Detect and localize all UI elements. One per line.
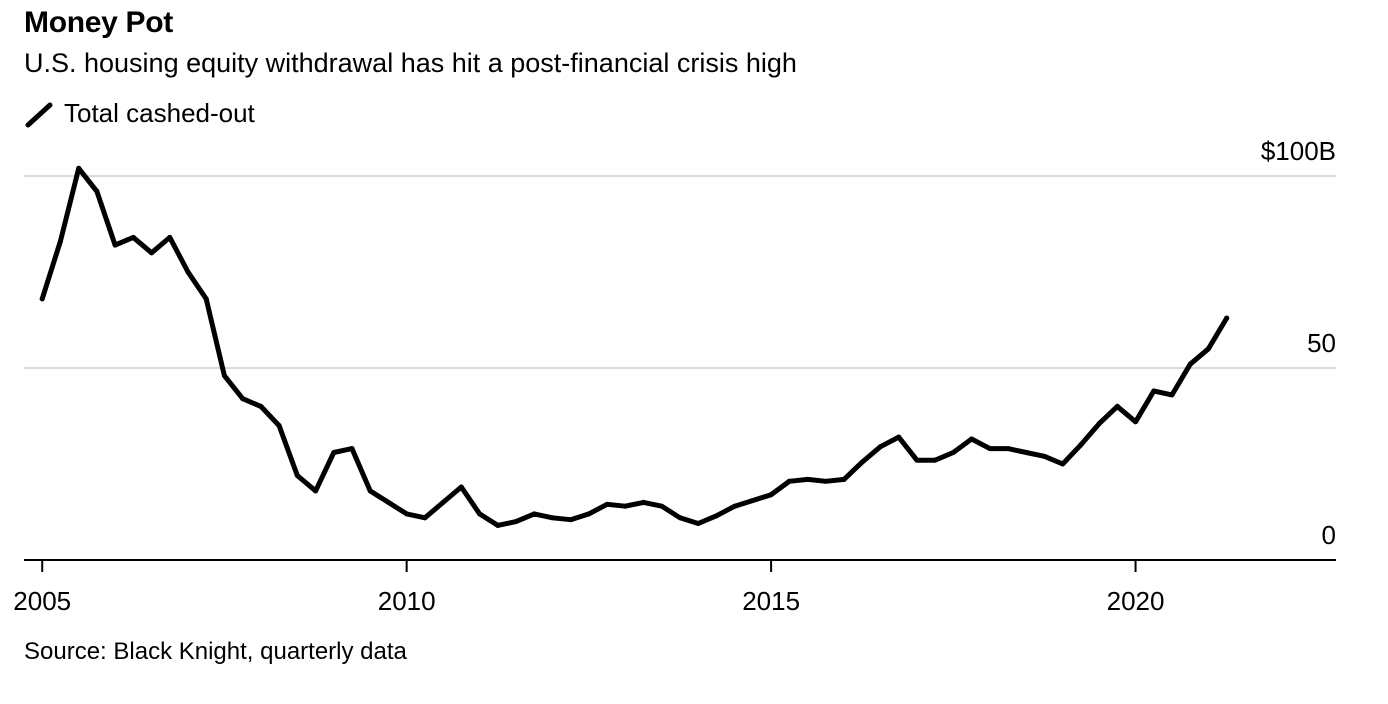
data-point (713, 513, 719, 519)
data-point (167, 234, 173, 240)
data-point (1114, 403, 1120, 409)
data-point (896, 434, 902, 440)
data-point (367, 488, 373, 494)
data-point (750, 497, 756, 503)
data-point (440, 499, 446, 505)
data-point (1151, 388, 1157, 394)
x-tick-label: 2020 (1107, 586, 1165, 616)
data-point (695, 521, 701, 527)
data-point (1060, 461, 1066, 467)
data-point (841, 476, 847, 482)
data-point (458, 484, 464, 490)
data-point (513, 519, 519, 525)
data-point (950, 449, 956, 455)
data-point (495, 522, 501, 528)
data-point (732, 503, 738, 509)
data-point (604, 501, 610, 507)
data-point (659, 503, 665, 509)
data-point (568, 517, 574, 523)
series-layer (39, 165, 1230, 528)
chart-title: Money Pot (24, 6, 173, 39)
series-line-total-cashed-out (39, 165, 1230, 528)
data-point (531, 511, 537, 517)
data-point (1078, 442, 1084, 448)
x-tick-label: 2010 (378, 586, 436, 616)
data-point (969, 436, 975, 442)
data-point (258, 403, 264, 409)
y-axis-labels: 0 50 $100B (1261, 136, 1336, 550)
data-point (877, 444, 883, 450)
x-axis: 2005 2010 2015 2020 (13, 559, 1336, 616)
data-point (1187, 361, 1193, 367)
data-point (805, 476, 811, 482)
data-point (331, 449, 337, 455)
data-point (987, 446, 993, 452)
data-point (549, 515, 555, 521)
data-point (240, 396, 246, 402)
data-point (859, 459, 865, 465)
y-tick-label: 0 (1322, 520, 1336, 550)
chart-subtitle: U.S. housing equity withdrawal has hit a… (24, 48, 797, 78)
data-point (130, 234, 136, 240)
data-point (1224, 315, 1230, 321)
data-point (112, 242, 118, 248)
data-point (586, 511, 592, 517)
data-point (823, 478, 829, 484)
data-point (914, 457, 920, 463)
data-point (786, 478, 792, 484)
source-note: Source: Black Knight, quarterly data (24, 638, 407, 665)
data-point (1169, 392, 1175, 398)
data-point (641, 499, 647, 505)
grid-lines (24, 175, 1336, 369)
data-point (1133, 419, 1139, 425)
data-point (677, 515, 683, 521)
data-point (149, 250, 155, 256)
x-tick-label: 2005 (13, 586, 71, 616)
data-point (294, 473, 300, 479)
y-tick-label: 50 (1307, 328, 1336, 358)
data-point (1041, 453, 1047, 459)
data-point (622, 503, 628, 509)
data-point (1205, 346, 1211, 352)
data-point (404, 511, 410, 517)
data-point (221, 373, 227, 379)
data-point (422, 515, 428, 521)
data-point (203, 296, 209, 302)
data-point (1023, 449, 1029, 455)
data-point (1005, 446, 1011, 452)
data-point (313, 488, 319, 494)
data-point (185, 269, 191, 275)
data-point (276, 423, 282, 429)
data-point (1096, 421, 1102, 427)
data-point (768, 492, 774, 498)
data-point (39, 296, 45, 302)
data-point (76, 165, 82, 171)
data-point (94, 188, 100, 194)
legend-line-icon (25, 102, 53, 127)
legend-label: Total cashed-out (64, 98, 255, 128)
y-tick-label: $100B (1261, 136, 1336, 166)
data-point (385, 499, 391, 505)
data-point (932, 457, 938, 463)
data-point (57, 238, 63, 244)
x-tick-label: 2015 (742, 586, 800, 616)
legend: Total cashed-out (24, 98, 255, 129)
data-point (349, 446, 355, 452)
data-point (477, 511, 483, 517)
